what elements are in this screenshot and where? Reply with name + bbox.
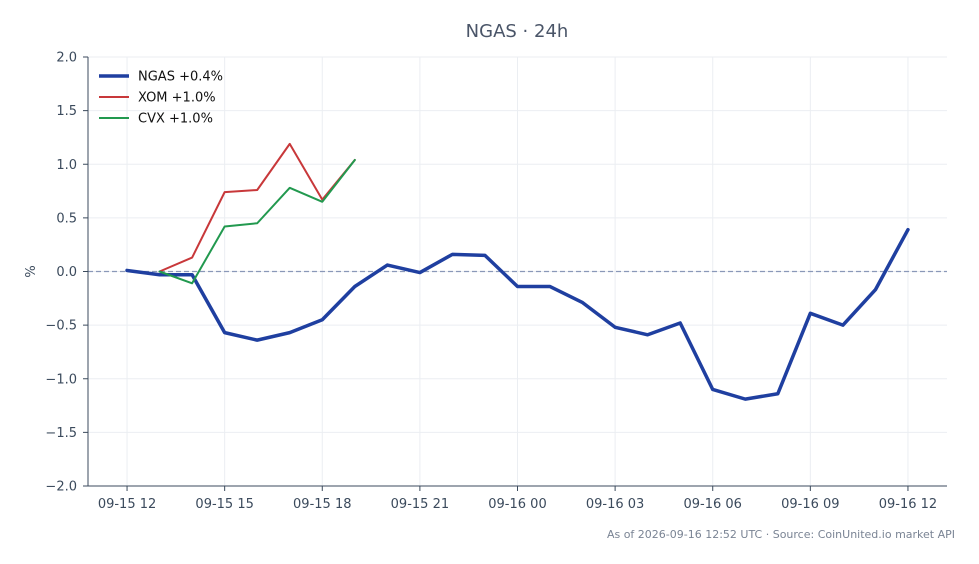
x-tick-label: 09-16 09 bbox=[781, 497, 839, 512]
y-tick-label: 0.5 bbox=[56, 211, 77, 226]
y-tick-label: −0.5 bbox=[45, 319, 77, 334]
x-tick-label: 09-16 06 bbox=[684, 497, 742, 512]
legend-label: NGAS +0.4% bbox=[138, 70, 223, 85]
x-tick-label: 09-15 18 bbox=[293, 497, 351, 512]
y-tick-label: −1.5 bbox=[45, 426, 77, 441]
x-tick-label: 09-16 00 bbox=[488, 497, 546, 512]
legend-label: XOM +1.0% bbox=[138, 91, 216, 106]
x-tick-label: 09-15 21 bbox=[391, 497, 449, 512]
chart-title: NGAS · 24h bbox=[466, 21, 569, 42]
y-tick-label: 2.0 bbox=[56, 51, 77, 66]
legend: NGAS +0.4% XOM +1.0% CVX +1.0% bbox=[99, 70, 223, 127]
series-line-xom bbox=[158, 142, 356, 273]
axes: 2.0 1.5 1.0 0.5 0.0 −0.5 −1.0 −1.5 −2.0 09-15 12 0… bbox=[45, 51, 947, 512]
y-tick-label: 1.0 bbox=[56, 158, 77, 173]
y-tick-label: −2.0 bbox=[45, 480, 77, 495]
y-tick-label: 1.5 bbox=[56, 104, 77, 119]
footer-source: As of 2026-09-16 12:52 UTC · Source: Coi… bbox=[607, 528, 955, 541]
series-line-cvx bbox=[158, 158, 356, 285]
y-axis-label: % bbox=[24, 265, 39, 277]
x-tick-label: 09-15 12 bbox=[98, 497, 156, 512]
x-tick-label: 09-16 12 bbox=[879, 497, 937, 512]
series-line-ngas bbox=[125, 227, 910, 401]
y-tick-label: 0.0 bbox=[56, 265, 77, 280]
x-tick-label: 09-15 15 bbox=[195, 497, 253, 512]
legend-label: CVX +1.0% bbox=[138, 112, 213, 127]
y-tick-label: −1.0 bbox=[45, 372, 77, 387]
series-lines bbox=[125, 142, 910, 401]
x-tick-label: 09-16 03 bbox=[586, 497, 644, 512]
